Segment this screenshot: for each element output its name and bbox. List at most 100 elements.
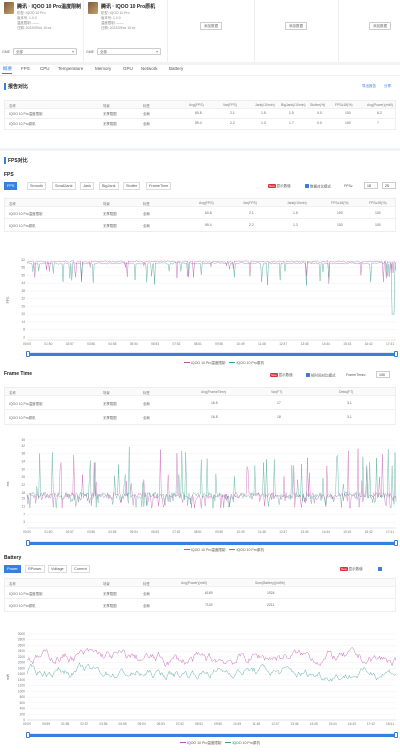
y-tick-label: 1200 [18,684,25,688]
compare-mode-checkbox[interactable]: 数据对比模式 [305,184,331,190]
show-values-label: 显示数值 [276,184,291,188]
ft-compare-mode-checkbox[interactable]: 帧时间对比模式 [306,373,336,379]
frametime-zoom-slider[interactable] [26,540,398,546]
empty-slot-3: 添加数据 [339,0,400,62]
table-cell: 全局 [143,402,150,406]
table-row: IQOO 10 Pro温度限制 无季载图 全局 60.8 2.1 1.5 100… [5,207,395,219]
table-header-row: 名称 场景 标签 Avg(FrameTime) Var(FT) Delta(FT… [5,388,395,396]
table-cell: 2211 [267,603,275,607]
y-tick-label: 3 [23,520,25,524]
table-header: BigJank(/10min) [281,102,306,107]
subtab-voltage[interactable]: Voltage [48,565,67,573]
subtab-rpower[interactable]: RPower [25,565,45,573]
table-cell: IQOO 10 Pro温度限制 [9,212,43,216]
subtab-smalljank[interactable]: SmallJank [52,182,76,190]
x-tick-label: 10:49 [237,530,245,534]
table-cell: 0.0 [317,111,322,115]
add-data-button[interactable]: 添加数据 [285,22,307,30]
subtab-jank[interactable]: Jank [80,182,95,190]
subtab-frametime[interactable]: FrameTime [146,182,172,190]
show-values-toggle[interactable]: New 显示数值 [268,184,291,189]
table-cell: 100 [337,223,343,227]
x-tick-label: 09:50 [214,722,222,726]
checkbox-icon [305,184,309,188]
table-cell: 无季载图 [103,224,117,228]
tab-fps[interactable]: FPS [21,66,30,71]
subtab-power[interactable]: Power [4,565,21,573]
checkbox-icon [378,567,382,571]
subtab-fps[interactable]: FPS [4,182,18,190]
x-tick-label: 01:58 [61,722,69,726]
table-cell: 3.1 [347,401,352,405]
tab-overview[interactable]: 概要 [3,66,12,71]
table-cell: 无季载图 [103,402,117,406]
fps-legend: IQOO 10 Pro温度限制 IQOO 10 Pro原机 [180,361,264,366]
add-data-button[interactable]: 添加数据 [200,22,222,30]
tab-cpu[interactable]: CPU [40,66,50,71]
ft-show-values-toggle[interactable]: New 显示数值 [270,373,293,378]
device-card-1[interactable]: 腾讯 · IQOO 10 Pro温度限制 机型: IQOO 10 Pro 版本号… [0,0,84,62]
device-select[interactable]: 全部 [13,48,77,55]
fps-threshold-input-1[interactable]: 18 [364,182,378,189]
x-tick-label: 03:56 [87,530,95,534]
tab-temperature[interactable]: Temperature [58,66,84,71]
battery-zoom-slider[interactable] [26,732,398,738]
table-header: Avg(Power)(mW) [367,102,393,107]
table-header: Var(FPS) [223,102,237,107]
y-axis-label: ms [6,481,10,486]
x-tick-label: 12:47 [279,342,287,346]
y-tick-label: 14 [21,320,25,324]
y-tick-label: 2800 [18,638,25,642]
x-tick-label: 06:53 [157,722,165,726]
device-select[interactable]: 全部 [97,48,161,55]
tab-memory[interactable]: Memory [95,66,112,71]
table-cell: 16.8 [211,415,218,419]
table-header-row: 名称 场景 标签 Avg(FPS) Var(FPS) Jank(/10min) … [5,101,395,109]
add-data-button[interactable]: 添加数据 [369,22,391,30]
battery-show-values-toggle[interactable]: New 显示数值 [340,567,363,572]
x-tick-label: 03:56 [87,342,95,346]
device-select-label: GME [2,50,10,54]
device-select-label: GME [86,50,94,54]
table-cell: IQOO 10 Pro原机 [9,122,36,126]
subtab-bigjank[interactable]: BigJank [99,182,119,190]
ft-threshold-input[interactable]: 100 [376,371,390,378]
device-card-2[interactable]: 腾讯 · IQOO 10 Pro原机 机型: IQOO 10 Pro 版本号: … [84,0,168,62]
table-header: FPS≥25(%) [369,200,387,205]
tab-battery[interactable]: Battery [169,66,184,71]
x-tick-label: 07:52 [172,342,180,346]
table-cell: 7103 [205,603,213,607]
tab-gpu[interactable]: GPU [123,66,133,71]
table-cell: 1.7 [289,121,294,125]
share-link[interactable]: 分享 [384,84,391,88]
table-header: 场景 [103,201,110,206]
x-tick-label: 17:42 [367,722,375,726]
subtab-smooth[interactable]: Smooth [27,182,47,190]
table-cell: 100 [337,211,343,215]
export-report-link[interactable]: 导出报告 [362,84,376,88]
fps-zoom-slider[interactable] [26,351,398,357]
subtab-current[interactable]: Current [71,565,90,573]
tab-network[interactable]: Network [141,66,158,71]
subtab-stutter[interactable]: Stutter [123,182,141,190]
x-tick-label: 11:48 [252,722,260,726]
show-values-label: 显示数值 [348,567,363,571]
y-tick-label: 0 [23,718,25,722]
table-cell: 60.8 [195,111,202,115]
fps-line-chart: 62 56 50 44 38 32 26 20 14 8 2 FPS 00:00 01:50 02:57 03… [6,258,397,346]
divider [0,62,400,65]
y-tick-label: 200 [20,712,26,716]
table-row: IQOO 10 Pro原机 无季载图 全局 59.4 2.2 1.3 100 1… [5,219,395,231]
table-row: IQOO 10 Pro温度限制 无季载图 全局 6169 1924 [5,587,395,599]
x-tick-label: 04:55 [119,722,127,726]
table-cell: 全局 [143,604,150,608]
fps-threshold-input-2[interactable]: 25 [382,182,396,189]
device-info-line: 温度限制: —— [101,21,124,25]
table-cell: 100 [375,223,381,227]
battery-compare-checkbox[interactable] [378,567,383,572]
compare-mode-label: 帧时间对比模式 [311,373,336,378]
table-cell: 18 [277,415,281,419]
x-tick-label: 03:56 [99,722,107,726]
table-cell: 7 [377,121,379,125]
x-tick-label: 00:00 [23,722,31,726]
